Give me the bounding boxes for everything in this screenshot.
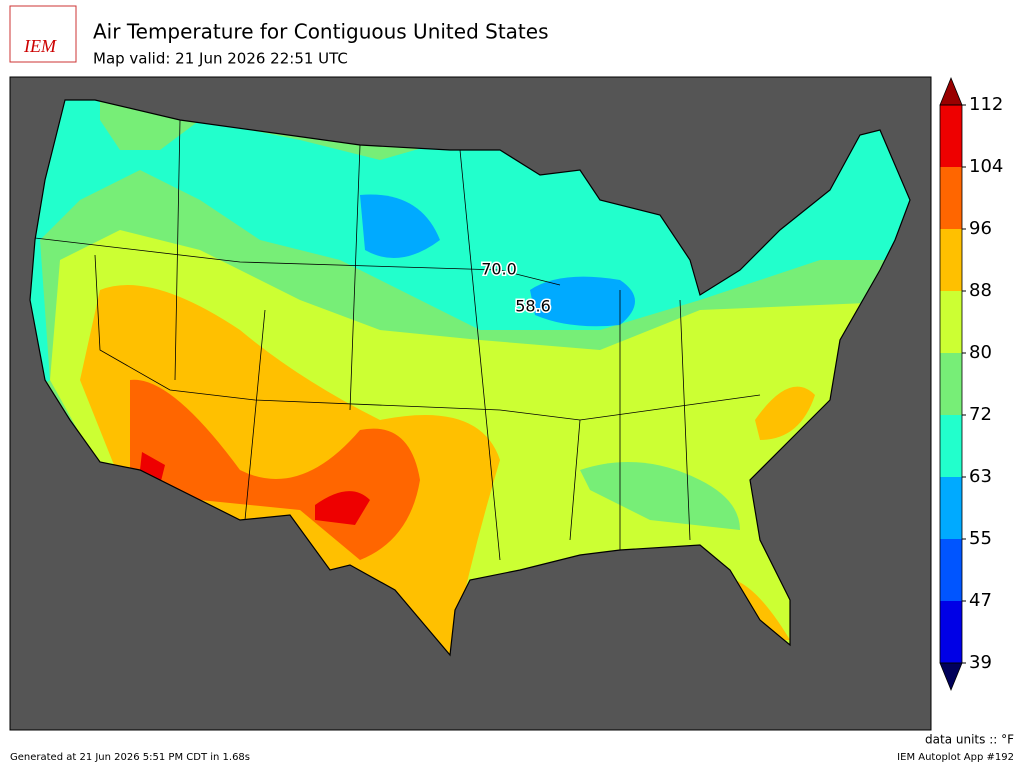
generated-note: Generated at 21 Jun 2026 5:51 PM CDT in … xyxy=(10,752,250,763)
colorbar-bin xyxy=(940,415,962,477)
colorbar-tick-label: 47 xyxy=(969,590,992,611)
state-line xyxy=(174,119,501,561)
colorbar-bin xyxy=(940,539,962,601)
colorbar-tick-label: 55 xyxy=(969,528,992,549)
colorbar-over xyxy=(939,76,963,106)
colorbar-bin xyxy=(940,229,962,291)
contour-label: 70.0 xyxy=(481,260,517,279)
colorbar-bin xyxy=(940,477,962,539)
colorbar-tick-label: 39 xyxy=(969,652,992,673)
units-label: data units :: °F xyxy=(925,733,1014,747)
colorbar-bin xyxy=(940,353,962,415)
subtitle: Map valid: 21 Jun 2026 22:51 UTC xyxy=(93,50,348,68)
colorbar-under xyxy=(939,662,963,692)
state-lines xyxy=(34,119,761,561)
state-line xyxy=(34,237,561,286)
logo-text: IEM xyxy=(23,36,57,56)
zone-104-112-az xyxy=(140,452,165,485)
colorbar: 39 47 55 63 72 80 88 96 104 112 xyxy=(939,76,1003,692)
logo: IEM xyxy=(9,5,77,63)
colorbar-tick-label: 72 xyxy=(969,404,992,425)
colorbar-frame xyxy=(939,104,963,664)
logo-box xyxy=(9,5,77,63)
colorbar-bin xyxy=(940,601,962,663)
us-outline xyxy=(29,99,911,657)
zone-88-96 xyxy=(80,285,500,655)
zone-55-63-iowa xyxy=(530,276,635,327)
zone-55-63-dakota xyxy=(360,194,440,258)
app-note: IEM Autoplot App #192 xyxy=(897,752,1014,763)
colorbar-bin xyxy=(940,105,962,167)
colorbar-tick-label: 80 xyxy=(969,342,992,363)
colorbar-tick-label: 88 xyxy=(969,280,992,301)
zone-88-96-fl xyxy=(735,580,790,640)
zone-88-96-nc xyxy=(755,386,815,440)
colorbar-tick-label: 63 xyxy=(969,466,992,487)
colorbar-bin xyxy=(940,167,962,229)
title: Air Temperature for Contiguous United St… xyxy=(93,20,549,44)
colorbar-tick-label: 104 xyxy=(969,156,1003,177)
state-line xyxy=(569,290,691,550)
zone-104-112-tx xyxy=(315,491,370,525)
colorbar-bin xyxy=(940,291,962,353)
colorbar-tick-label: 112 xyxy=(969,94,1003,115)
colorbar-tick-label: 96 xyxy=(969,218,992,239)
contour-label: 58.6 xyxy=(515,297,551,316)
